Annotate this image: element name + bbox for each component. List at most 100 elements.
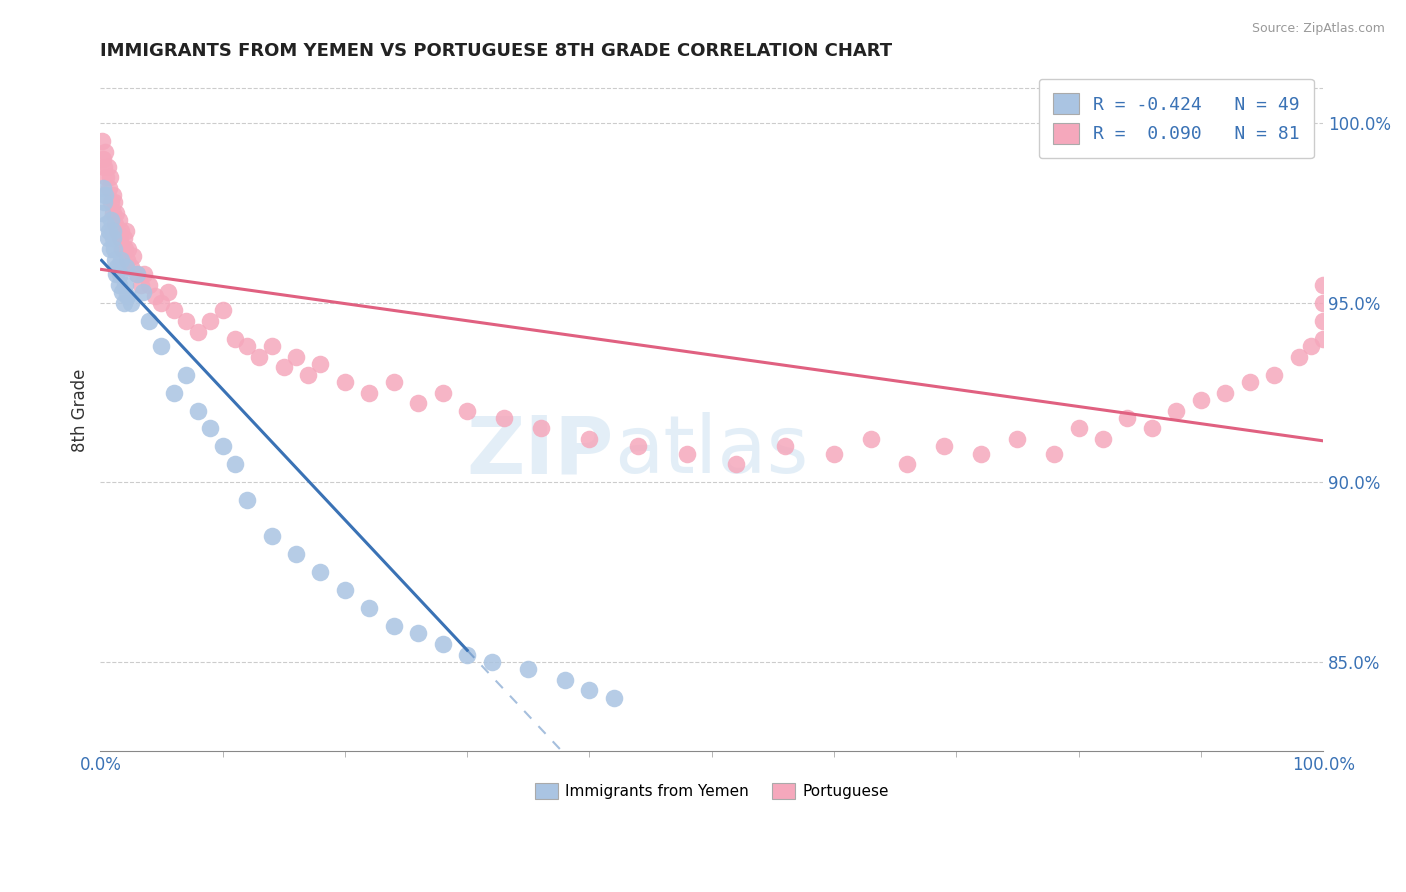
Point — [138, 277, 160, 292]
Point — [97, 231, 120, 245]
Point — [134, 267, 156, 281]
Point — [1140, 421, 1163, 435]
Point — [1263, 368, 1285, 382]
Point — [382, 375, 405, 389]
Point — [333, 375, 356, 389]
Point — [150, 339, 173, 353]
Point — [260, 339, 283, 353]
Point — [98, 242, 121, 256]
Point — [224, 458, 246, 472]
Point — [90, 135, 112, 149]
Point — [132, 285, 155, 300]
Point — [1312, 277, 1334, 292]
Point — [1213, 385, 1236, 400]
Point — [138, 314, 160, 328]
Point — [101, 188, 124, 202]
Point — [1288, 350, 1310, 364]
Point — [406, 626, 429, 640]
Point — [117, 242, 139, 256]
Point — [107, 224, 129, 238]
Point — [529, 421, 551, 435]
Point — [236, 493, 259, 508]
Point — [603, 690, 626, 705]
Point — [1043, 447, 1066, 461]
Point — [1299, 339, 1322, 353]
Point — [120, 296, 142, 310]
Point — [492, 410, 515, 425]
Point — [1312, 314, 1334, 328]
Point — [94, 145, 117, 160]
Point — [97, 160, 120, 174]
Point — [105, 267, 128, 281]
Point — [120, 260, 142, 274]
Point — [156, 285, 179, 300]
Point — [112, 231, 135, 245]
Point — [236, 339, 259, 353]
Point — [1116, 410, 1139, 425]
Point — [96, 217, 118, 231]
Point — [333, 582, 356, 597]
Point — [481, 655, 503, 669]
Point — [117, 289, 139, 303]
Point — [110, 224, 132, 238]
Point — [1312, 296, 1334, 310]
Point — [211, 439, 233, 453]
Point — [578, 432, 600, 446]
Point — [103, 195, 125, 210]
Point — [1312, 332, 1334, 346]
Point — [97, 224, 120, 238]
Point — [97, 181, 120, 195]
Point — [187, 325, 209, 339]
Point — [200, 314, 222, 328]
Point — [96, 170, 118, 185]
Point — [224, 332, 246, 346]
Point — [1007, 432, 1029, 446]
Point — [309, 565, 332, 579]
Point — [107, 260, 129, 274]
Point — [247, 350, 270, 364]
Point — [105, 206, 128, 220]
Point — [285, 547, 308, 561]
Point — [187, 403, 209, 417]
Point — [91, 153, 114, 167]
Point — [100, 213, 122, 227]
Point — [108, 267, 131, 281]
Point — [93, 195, 115, 210]
Point — [932, 439, 955, 453]
Point — [297, 368, 319, 382]
Point — [859, 432, 882, 446]
Point — [773, 439, 796, 453]
Point — [456, 648, 478, 662]
Point — [382, 619, 405, 633]
Point — [517, 662, 540, 676]
Point — [114, 277, 136, 292]
Point — [725, 458, 748, 472]
Point — [211, 303, 233, 318]
Point — [91, 181, 114, 195]
Point — [114, 242, 136, 256]
Point — [200, 421, 222, 435]
Point — [100, 195, 122, 210]
Point — [145, 289, 167, 303]
Point — [1166, 403, 1188, 417]
Point — [108, 231, 131, 245]
Point — [115, 224, 138, 238]
Point — [578, 683, 600, 698]
Point — [107, 213, 129, 227]
Point — [174, 314, 197, 328]
Point — [823, 447, 845, 461]
Point — [93, 160, 115, 174]
Point — [456, 403, 478, 417]
Point — [101, 224, 124, 238]
Point — [627, 439, 650, 453]
Point — [432, 385, 454, 400]
Point — [101, 206, 124, 220]
Point — [111, 285, 134, 300]
Point — [111, 242, 134, 256]
Point — [101, 231, 124, 245]
Point — [273, 360, 295, 375]
Point — [125, 267, 148, 281]
Legend: Immigrants from Yemen, Portuguese: Immigrants from Yemen, Portuguese — [529, 777, 896, 805]
Point — [676, 447, 699, 461]
Y-axis label: 8th Grade: 8th Grade — [72, 369, 89, 452]
